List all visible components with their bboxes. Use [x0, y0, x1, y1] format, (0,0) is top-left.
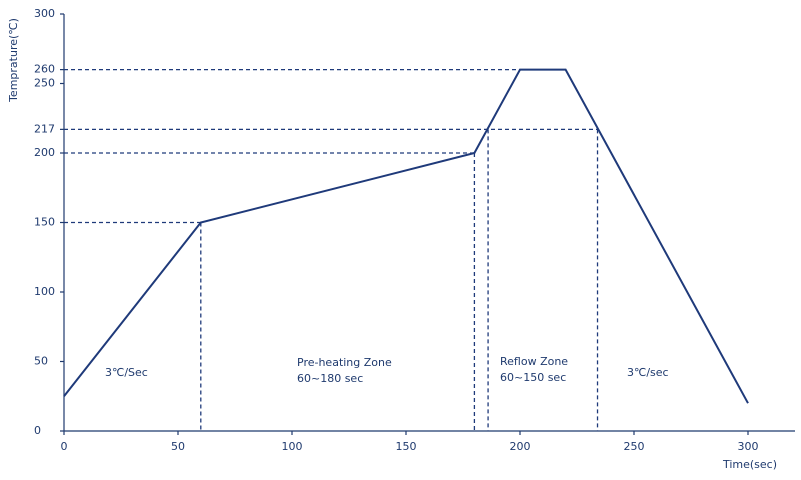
y-tick-label: 300 — [34, 7, 55, 20]
x-tick-label: 300 — [738, 440, 759, 453]
y-tick-label: 260 — [34, 63, 55, 76]
profile-line — [63, 68, 749, 404]
y-axis-title: Temprature(℃) — [7, 18, 20, 103]
y-tick-label: 250 — [34, 77, 55, 90]
x-tick-label: 200 — [510, 440, 531, 453]
annotation: 3℃/sec — [627, 366, 669, 379]
y-tick-label: 0 — [34, 424, 41, 437]
y-tick-label: 217 — [34, 122, 55, 135]
x-axis-title: Time(sec) — [722, 458, 777, 471]
y-tick-label: 50 — [34, 355, 48, 368]
x-tick-label: 100 — [282, 440, 303, 453]
y-tick-label: 100 — [34, 285, 55, 298]
x-tick-label: 150 — [396, 440, 417, 453]
annotation: 60~180 sec — [297, 372, 363, 385]
annotation: 3℃/Sec — [105, 366, 148, 379]
y-tick-label: 150 — [34, 216, 55, 229]
x-tick-label: 250 — [624, 440, 645, 453]
annotation: 60~150 sec — [500, 371, 566, 384]
annotation: Pre-heating Zone — [297, 356, 392, 369]
x-tick-label: 50 — [171, 440, 185, 453]
y-tick-label: 200 — [34, 146, 55, 159]
annotation: Reflow Zone — [500, 355, 568, 368]
x-tick-label: 0 — [61, 440, 68, 453]
